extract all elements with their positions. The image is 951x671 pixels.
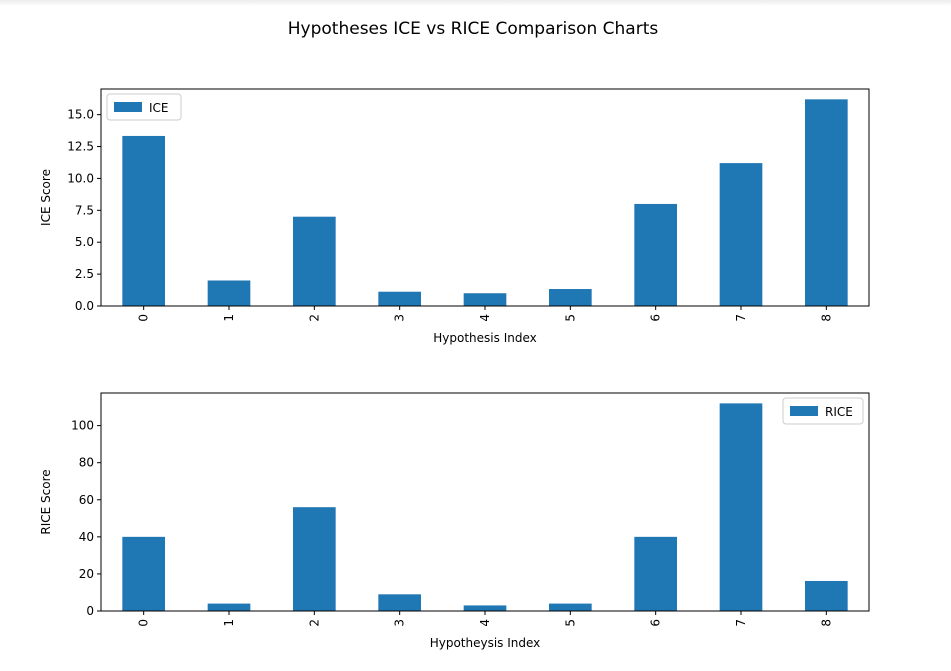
ice-y-tick-label: 15.0 [67,108,94,122]
rice-x-tick-label: 1 [222,619,236,627]
ice-chart: 0.0 2.5 5.0 7.5 10.0 12.5 15.0 0 1 2 3 4 5 6 7 8 Hypot… [39,88,870,345]
rice-x-tick-label: 2 [307,619,321,627]
ice-y-tick-label: 5.0 [75,235,94,249]
rice-legend-label: RICE [825,405,853,419]
rice-bars [122,403,848,611]
rice-chart: 0 20 40 60 80 100 0 1 2 3 4 5 6 7 8 Hypotheysis Index… [39,392,870,650]
rice-bar-2 [293,507,336,611]
rice-y-axis: 0 20 40 60 80 100 [71,419,101,618]
ice-legend-box [106,93,182,121]
rice-bar-6 [634,536,677,611]
rice-bar-1 [207,603,251,611]
ice-y-axis: 0.0 2.5 5.0 7.5 10.0 12.5 15.0 [67,108,101,313]
ice-bar-0 [122,135,165,306]
rice-bar-8 [805,580,848,611]
rice-x-axis: 0 1 2 3 4 5 6 7 8 [137,611,833,627]
ice-x-tick-label: 5 [563,314,577,322]
ice-x-tick-label: 0 [137,314,151,322]
rice-x-tick-label: 0 [137,619,151,627]
ice-y-tick-label: 2.5 [75,267,94,281]
ice-legend: ICE [106,93,182,121]
ice-bar-3 [378,291,421,306]
ice-bar-1 [207,280,251,306]
ice-x-tick-label: 4 [478,314,492,322]
rice-x-tick-label: 3 [393,619,407,627]
rice-y-axis-label: RICE Score [39,469,53,534]
rice-bar-4 [463,605,507,611]
ice-bar-8 [805,99,848,306]
rice-legend-box [782,397,864,425]
ice-legend-swatch [114,102,142,112]
ice-y-tick-label: 0.0 [75,299,94,313]
rice-x-tick-label: 7 [734,619,748,627]
ice-plot-frame [100,88,870,307]
ice-x-tick-label: 6 [649,314,663,322]
ice-x-axis-label: Hypothesis Index [433,331,536,345]
ice-bar-4 [463,293,507,306]
rice-legend: RICE [782,397,864,425]
rice-plot-frame [100,392,870,612]
ice-y-axis-label: ICE Score [39,169,53,226]
rice-bar-5 [549,603,592,611]
rice-y-tick-label: 0 [86,604,94,618]
ice-bar-6 [634,203,677,306]
rice-y-tick-label: 80 [79,456,94,470]
rice-x-tick-label: 4 [478,619,492,627]
ice-x-tick-label: 1 [222,314,236,322]
rice-bar-7 [719,403,763,611]
rice-x-tick-label: 5 [563,619,577,627]
ice-x-tick-label: 8 [819,314,833,322]
rice-x-tick-label: 8 [819,619,833,627]
window-top-edge [0,0,951,6]
rice-y-tick-label: 20 [79,567,94,581]
ice-bars [122,99,848,306]
rice-bar-3 [378,594,421,611]
figure-title: Hypotheses ICE vs RICE Comparison Charts [288,19,659,39]
ice-bar-2 [293,216,336,306]
ice-bar-7 [719,163,763,306]
ice-x-axis: 0 1 2 3 4 5 6 7 8 [137,306,833,322]
rice-x-tick-label: 6 [649,619,663,627]
ice-bar-5 [549,289,592,306]
rice-y-tick-label: 60 [79,493,94,507]
ice-x-tick-label: 7 [734,314,748,322]
ice-y-tick-label: 7.5 [75,203,94,217]
ice-legend-label: ICE [149,101,169,115]
ice-x-tick-label: 2 [307,314,321,322]
ice-y-tick-label: 10.0 [67,171,94,185]
rice-bar-0 [122,536,165,611]
ice-y-tick-label: 12.5 [67,140,94,154]
rice-legend-swatch [790,406,818,416]
rice-y-tick-label: 40 [79,530,94,544]
rice-y-tick-label: 100 [71,419,94,433]
rice-x-axis-label: Hypotheysis Index [430,636,541,650]
ice-x-tick-label: 3 [393,314,407,322]
